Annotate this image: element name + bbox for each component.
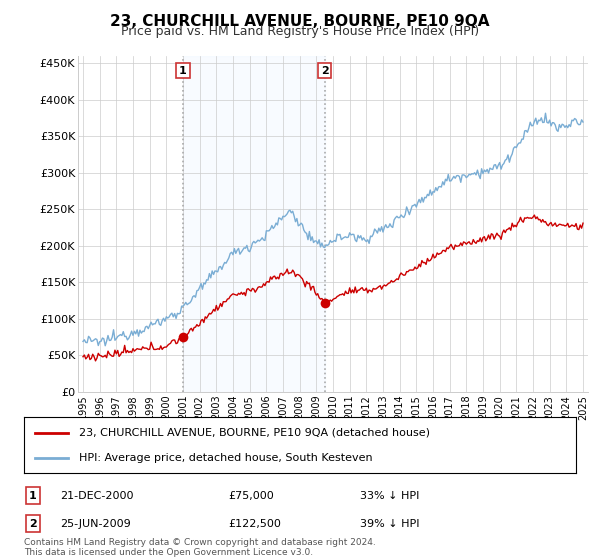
Text: Price paid vs. HM Land Registry's House Price Index (HPI): Price paid vs. HM Land Registry's House … <box>121 25 479 38</box>
Text: HPI: Average price, detached house, South Kesteven: HPI: Average price, detached house, Sout… <box>79 452 373 463</box>
Text: £122,500: £122,500 <box>228 519 281 529</box>
Text: 2: 2 <box>29 519 37 529</box>
Text: 33% ↓ HPI: 33% ↓ HPI <box>360 491 419 501</box>
Text: 23, CHURCHILL AVENUE, BOURNE, PE10 9QA: 23, CHURCHILL AVENUE, BOURNE, PE10 9QA <box>110 14 490 29</box>
Text: 2: 2 <box>321 66 329 76</box>
Bar <box>183 56 325 392</box>
Text: Contains HM Land Registry data © Crown copyright and database right 2024.
This d: Contains HM Land Registry data © Crown c… <box>24 538 376 557</box>
Text: 21-DEC-2000: 21-DEC-2000 <box>60 491 133 501</box>
Text: 1: 1 <box>29 491 37 501</box>
Text: £75,000: £75,000 <box>228 491 274 501</box>
Text: 25-JUN-2009: 25-JUN-2009 <box>60 519 131 529</box>
Text: 39% ↓ HPI: 39% ↓ HPI <box>360 519 419 529</box>
Text: 1: 1 <box>179 66 187 76</box>
Text: 23, CHURCHILL AVENUE, BOURNE, PE10 9QA (detached house): 23, CHURCHILL AVENUE, BOURNE, PE10 9QA (… <box>79 428 430 438</box>
